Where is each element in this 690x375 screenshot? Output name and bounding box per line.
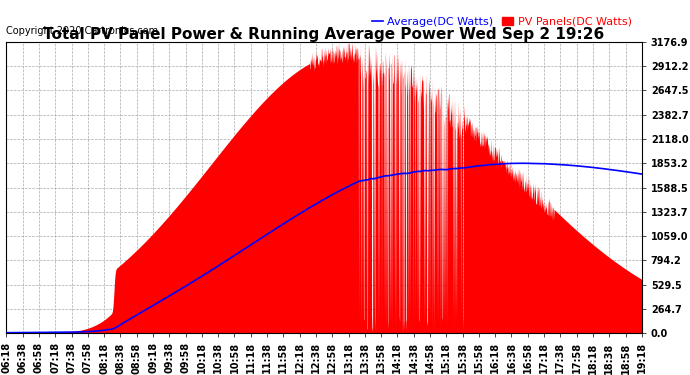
Text: Copyright 2020 Cartronics.com: Copyright 2020 Cartronics.com: [6, 26, 159, 36]
Legend: Average(DC Watts), PV Panels(DC Watts): Average(DC Watts), PV Panels(DC Watts): [367, 12, 636, 31]
Title: Total PV Panel Power & Running Average Power Wed Sep 2 19:26: Total PV Panel Power & Running Average P…: [43, 27, 604, 42]
